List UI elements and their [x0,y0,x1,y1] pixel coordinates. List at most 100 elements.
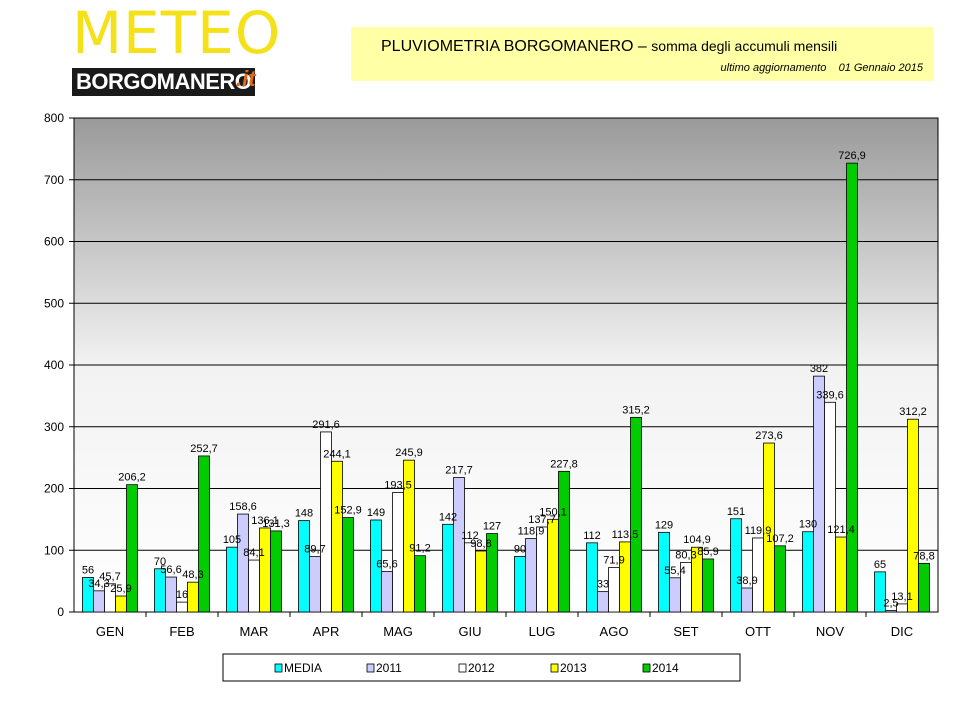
legend-label: 2013 [560,661,587,675]
data-label: 136,1 [251,515,279,527]
bar [702,558,714,613]
data-label: 244,1 [323,448,351,460]
x-tick-label: GEN [96,624,124,639]
bar [874,571,886,613]
data-label: 2,5 [883,597,898,609]
bar [464,542,476,613]
data-label: 80,3 [675,549,696,561]
data-label: 13,1 [891,591,912,603]
bar [342,517,354,613]
bar [403,459,415,613]
bar [248,559,260,613]
x-axis: GEN FEB MAR APR MAG GIU LUG AGO SET OTT NOV DIC [96,612,913,639]
bar [475,550,487,613]
legend-swatch [550,663,559,673]
bar [370,519,382,613]
bar [813,375,825,613]
bar [630,416,642,613]
legend-swatch [274,663,283,673]
last-update-label: ultimo aggiornamento [720,62,827,74]
data-label: 131,3 [262,518,290,530]
bar [741,587,753,613]
bar [885,610,897,613]
bar [176,601,188,613]
bars [82,162,930,613]
data-label: 112 [583,530,601,542]
bar [514,556,526,613]
bar [309,556,321,613]
data-label: 227,8 [550,458,578,470]
data-label: 152,9 [334,505,362,517]
data-label: 71,9 [603,555,624,567]
data-label: 38,9 [736,575,757,587]
data-label: 45,7 [99,571,120,583]
data-label: 104,9 [683,534,711,546]
bar [846,162,858,613]
data-label: 85,9 [697,546,718,558]
data-label: 291,6 [312,419,340,431]
x-tick-label: AGO [600,624,629,639]
data-label: 78,8 [913,550,934,562]
data-label: 245,9 [395,447,423,459]
chart-title-line: PLUVIOMETRIA BORGOMANERO – somma degli a… [381,38,837,56]
logo-meteo-text: METEO [72,0,282,67]
y-tick-label: 200 [44,482,64,496]
y-tick-label: 500 [44,296,64,310]
meteo-borgomanero-logo: METEO BORGOMANERO .it [72,2,280,96]
bar [187,581,199,613]
data-label: 56,6 [160,564,181,576]
chart-title-box: PLUVIOMETRIA BORGOMANERO – somma degli a… [351,27,933,81]
x-tick-label: DIC [891,624,913,639]
data-label: 129 [655,519,673,531]
y-tick-label: 600 [44,235,64,249]
y-tick-label: 800 [44,111,64,125]
chart-title: PLUVIOMETRIA BORGOMANERO – [381,38,647,55]
data-label: 65,6 [376,558,397,570]
data-label: 148 [295,508,313,520]
bar [558,470,570,613]
data-label: 119,9 [745,525,772,537]
bar [774,545,786,613]
data-label: 312,2 [899,406,927,418]
bar [442,523,454,613]
bar [381,571,393,613]
data-label: 70 [154,556,166,568]
legend-label: MEDIA [284,661,322,675]
legend-label: 2012 [468,661,495,675]
bar [730,518,742,613]
bar [536,526,548,613]
x-tick-label: FEB [169,624,194,639]
data-label: 151 [727,506,745,518]
data-label: 158,6 [229,501,257,513]
data-label: 127 [483,521,501,533]
data-label: 130 [799,519,817,531]
data-label: 33 [597,579,609,591]
data-label: 91,2 [409,543,430,555]
data-label: 16 [176,589,188,601]
data-label: 273,6 [755,430,783,442]
y-tick-label: 300 [44,420,64,434]
data-label: 34,3 [88,578,109,590]
logo-city-text: BORGOMANERO [72,68,256,96]
data-label: 98,8 [470,538,491,550]
bar [658,531,670,613]
data-label: 150,1 [539,506,567,518]
bar [802,531,814,613]
bar [763,442,775,613]
legend-box [222,653,741,682]
bar [547,518,559,613]
data-label: 206,2 [118,472,146,484]
y-tick-label: 100 [44,543,64,557]
bar [93,590,105,613]
x-tick-label: LUG [529,624,556,639]
bar [115,595,127,613]
data-label: 382 [810,363,828,375]
x-tick-label: NOV [816,624,845,639]
bar [165,576,177,613]
data-label: 142 [439,511,457,523]
data-label: 252,7 [190,443,218,455]
bar [824,401,836,613]
data-label: 149 [367,507,385,519]
bar [392,492,404,613]
